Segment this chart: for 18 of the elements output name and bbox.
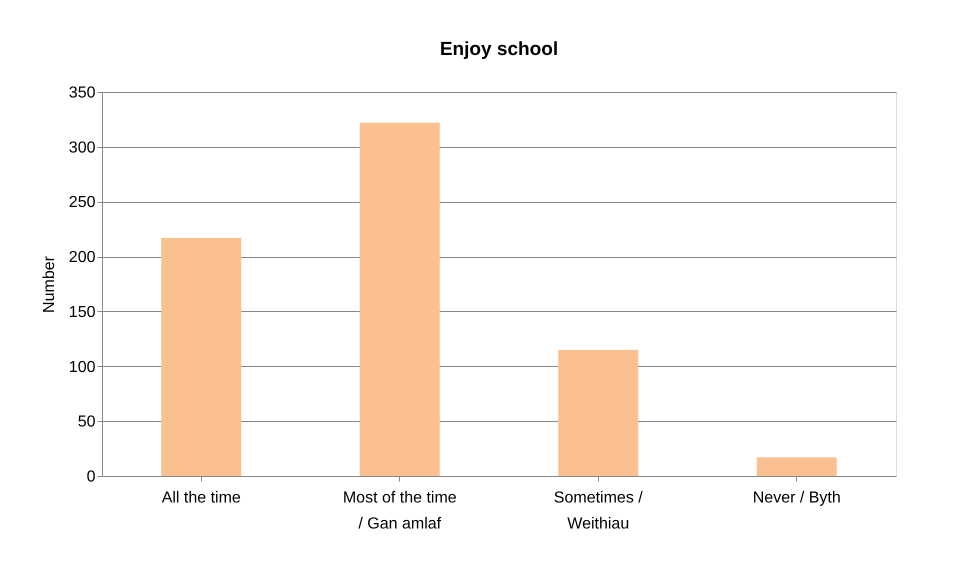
y-axis-title: Number	[40, 255, 58, 313]
y-tick-label: 150	[68, 304, 96, 321]
bar	[756, 457, 837, 476]
bar	[161, 238, 242, 476]
y-tick-label: 350	[68, 84, 96, 102]
y-tick-label: 50	[78, 414, 96, 431]
x-tick-label: Sometimes / Weithiau	[554, 490, 644, 532]
y-tick-label: 100	[68, 358, 96, 376]
bar	[360, 122, 440, 476]
y-tick-label: 200	[68, 249, 96, 266]
x-tick-label: Most of the time / Gan amlaf	[342, 490, 457, 532]
y-tick-label: 0	[86, 468, 96, 486]
y-tick-label: 300	[68, 139, 96, 156]
x-tick-label: All the time	[162, 490, 241, 506]
y-tick-label: 250	[68, 194, 96, 212]
chart-title: Enjoy school	[440, 39, 558, 60]
x-tick-label: Never / Byth	[752, 490, 841, 506]
bar	[558, 350, 638, 476]
